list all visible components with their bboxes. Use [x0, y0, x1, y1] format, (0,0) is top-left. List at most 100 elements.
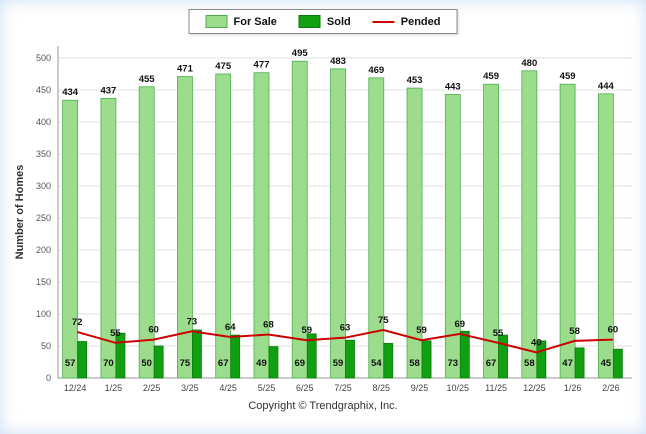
- pended-value-label: 75: [378, 315, 389, 326]
- for-sale-value-label: 437: [100, 85, 116, 96]
- pended-value-label: 60: [608, 325, 619, 336]
- for-sale-value-label: 444: [598, 81, 615, 92]
- y-tick-label: 200: [36, 245, 51, 255]
- for-sale-bar: [559, 83, 576, 379]
- sold-bar: [306, 333, 317, 379]
- for-sale-bar: [368, 77, 385, 379]
- legend-box-swatch: [205, 15, 228, 28]
- y-tick-label: 50: [41, 341, 51, 351]
- x-tick-label: 4/25: [219, 383, 237, 393]
- legend-box-swatch: [298, 15, 321, 28]
- sold-value-label: 59: [333, 358, 344, 369]
- sold-bar: [345, 339, 355, 379]
- for-sale-bar: [521, 70, 538, 379]
- sold-bars: 57 70 50 75 67 49 69 59 54 58 73 67 58 47 45: [65, 329, 623, 379]
- for-sale-value-label: 453: [407, 75, 423, 86]
- sold-value-label: 49: [256, 358, 267, 369]
- pended-value-label: 55: [493, 328, 504, 339]
- x-tick-label: 6/25: [296, 383, 314, 393]
- for-sale-value-label: 477: [254, 60, 270, 71]
- legend-label: Sold: [326, 15, 351, 28]
- for-sale-bar: [597, 93, 614, 379]
- pended-value-label: 40: [531, 337, 542, 348]
- x-tick-label: 12/24: [64, 383, 87, 393]
- y-tick-label: 150: [36, 277, 51, 287]
- for-sale-value-label: 459: [483, 71, 499, 82]
- for-sale-bar: [253, 72, 270, 379]
- x-axis-labels: 12/24 1/25 2/25 3/25 4/25 5/25 6/25 7/25 8/25 9/2…: [64, 383, 620, 393]
- for-sale-bar: [330, 68, 346, 379]
- sold-value-label: 45: [601, 358, 612, 369]
- for-sale-bar: [138, 86, 155, 379]
- x-tick-label: 2/26: [602, 383, 620, 393]
- sold-value-label: 58: [409, 358, 420, 369]
- sold-bar: [498, 334, 508, 379]
- pended-value-label: 59: [301, 325, 312, 336]
- for-sale-bar: [291, 60, 308, 379]
- sold-value-label: 58: [524, 358, 535, 369]
- sold-value-label: 67: [218, 358, 229, 369]
- for-sale-bar: [100, 97, 117, 379]
- legend: For Sale Sold Pended: [188, 9, 458, 34]
- sold-value-label: 73: [448, 358, 459, 369]
- for-sale-bar: [406, 87, 423, 379]
- for-sale-bar: [177, 76, 193, 379]
- for-sale-value-label: 483: [330, 56, 346, 67]
- for-sale-value-label: 495: [292, 48, 309, 59]
- for-sale-bar: [444, 94, 461, 379]
- for-sale-value-label: 480: [521, 58, 537, 69]
- sold-value-label: 47: [562, 358, 573, 369]
- sold-bar: [459, 330, 470, 379]
- pended-value-label: 55: [110, 328, 121, 339]
- for-sale-value-label: 455: [139, 74, 156, 85]
- y-tick-label: 0: [46, 373, 51, 383]
- pended-value-label: 72: [72, 317, 83, 328]
- legend-label: Pended: [400, 15, 441, 28]
- for-sale-value-label: 471: [177, 64, 194, 75]
- sold-value-label: 70: [103, 358, 114, 369]
- for-sale-value-label: 434: [62, 87, 79, 98]
- sold-bar: [612, 348, 623, 379]
- sold-bar: [153, 345, 164, 379]
- x-tick-label: 8/25: [373, 383, 391, 393]
- sold-bar: [421, 340, 432, 379]
- sold-value-label: 54: [371, 358, 382, 369]
- for-sale-bar: [62, 99, 79, 379]
- sold-value-label: 69: [294, 358, 305, 369]
- for-sale-value-label: 459: [560, 71, 576, 82]
- y-tick-label: 500: [36, 53, 51, 63]
- sold-value-label: 67: [486, 358, 497, 369]
- for-sale-bars: 434 437 455 471 475 477 495 483 469 453 443 459 480 4…: [62, 48, 615, 379]
- pended-value-label: 73: [187, 316, 198, 327]
- pended-value-label: 69: [455, 319, 466, 330]
- y-tick-label: 450: [36, 85, 51, 95]
- y-tick-label: 400: [36, 117, 51, 127]
- legend-line-swatch: [372, 20, 395, 23]
- sold-bar: [230, 334, 241, 379]
- y-tick-label: 250: [36, 213, 51, 223]
- x-tick-label: 11/25: [485, 383, 507, 393]
- x-tick-label: 10/25: [447, 383, 470, 393]
- sold-bar: [192, 329, 202, 379]
- pended-value-label: 59: [416, 325, 427, 336]
- x-tick-label: 9/25: [411, 383, 429, 393]
- for-sale-value-label: 443: [445, 81, 461, 92]
- pended-value-label: 58: [569, 326, 580, 337]
- sold-bar: [115, 332, 126, 379]
- sold-value-label: 57: [65, 358, 76, 369]
- sold-value-label: 75: [180, 358, 191, 369]
- sold-bar: [268, 346, 279, 379]
- sold-bar: [536, 340, 547, 379]
- sold-bar: [574, 347, 585, 379]
- pended-value-label: 60: [148, 325, 159, 336]
- pended-value-label: 63: [340, 323, 351, 334]
- pended-value-label: 68: [263, 319, 274, 330]
- x-tick-label: 2/25: [143, 383, 161, 393]
- x-tick-label: 3/25: [181, 383, 199, 393]
- x-tick-label: 12/25: [523, 383, 546, 393]
- legend-item-pended: Pended: [372, 15, 441, 28]
- pended-line: 72 55 60 73 64 68 59 63 75 59 69 55 40 58 60: [72, 315, 619, 354]
- sold-value-label: 50: [141, 358, 152, 369]
